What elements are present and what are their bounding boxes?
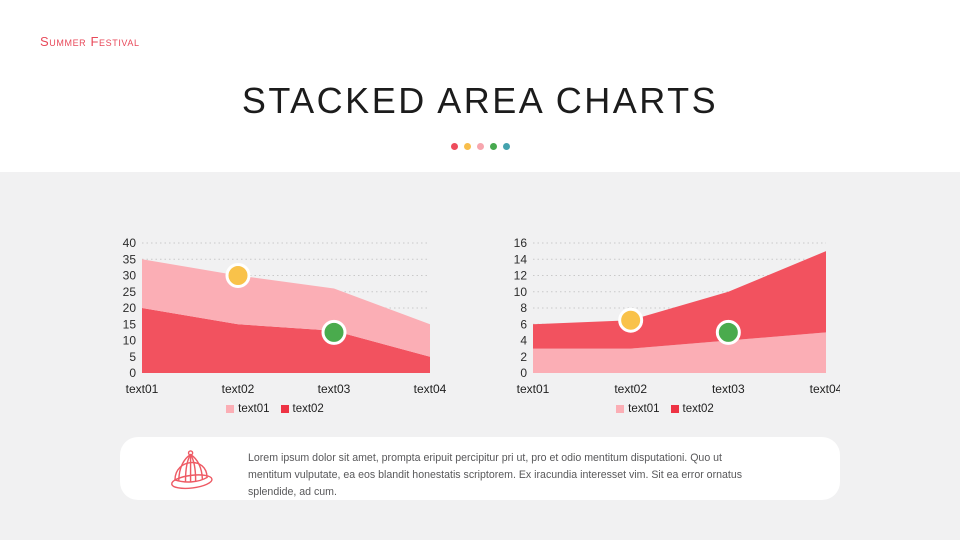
legend-swatch <box>670 405 679 413</box>
legend-item: text01 <box>616 403 660 415</box>
x-axis-label: text03 <box>712 382 745 396</box>
y-axis-tick-label: 6 <box>520 317 527 331</box>
marker-circle <box>321 319 347 345</box>
y-axis-tick-label: 4 <box>520 334 527 348</box>
x-axis-label: text02 <box>614 382 647 396</box>
area-series-text01 <box>533 332 826 373</box>
x-axis-label: text04 <box>414 382 447 396</box>
page-title: STACKED AREA CHARTS <box>241 80 719 121</box>
y-axis-tick-label: 10 <box>123 334 137 348</box>
y-axis-tick-label: 8 <box>520 301 527 315</box>
y-axis-tick-label: 14 <box>514 252 528 266</box>
marker-circle <box>618 307 644 333</box>
x-axis-label: text01 <box>517 382 550 396</box>
y-axis-tick-label: 0 <box>129 366 136 380</box>
x-axis-label: text03 <box>318 382 351 396</box>
footer-note-text: Lorem ipsum dolor sit amet, prompta erip… <box>248 452 743 498</box>
accent-dot <box>502 143 510 150</box>
legend-item: text01 <box>226 403 270 415</box>
legend-label: text01 <box>628 403 660 415</box>
y-axis-tick-label: 0 <box>520 366 527 380</box>
accent-dot <box>450 143 458 150</box>
marker-circle <box>225 263 251 288</box>
accent-dot <box>476 143 484 150</box>
left-chart-legend: text01 text02 <box>100 403 450 415</box>
legend-label: text02 <box>292 403 324 415</box>
y-axis-tick-label: 2 <box>520 350 527 364</box>
y-axis-tick-label: 5 <box>129 350 136 364</box>
x-axis-label: text02 <box>222 382 255 396</box>
x-axis-label: text01 <box>126 382 159 396</box>
y-axis-tick-label: 30 <box>123 269 137 283</box>
marker-circle <box>715 319 741 345</box>
legend-label: text02 <box>682 403 714 415</box>
x-axis-label: text04 <box>810 382 840 396</box>
y-axis-tick-label: 16 <box>514 236 528 250</box>
title-accent-dots <box>0 143 960 150</box>
footer-note-card: Lorem ipsum dolor sit amet, prompta erip… <box>120 437 840 500</box>
legend-swatch <box>280 405 289 413</box>
y-axis-tick-label: 25 <box>123 285 137 299</box>
y-axis-tick-label: 40 <box>123 236 137 250</box>
y-axis-tick-label: 12 <box>514 269 528 283</box>
y-axis-tick-label: 35 <box>123 252 137 266</box>
y-axis-tick-label: 10 <box>514 285 528 299</box>
legend-item: text02 <box>280 403 324 415</box>
y-axis-tick-label: 20 <box>123 301 137 315</box>
area-series-text02 <box>533 251 826 349</box>
legend-swatch <box>616 405 625 413</box>
left-stacked-area-chart: 0 5 10 15 20 25 30 35 40 text01 text02 text03 text04 <box>123 236 447 396</box>
right-stacked-area-chart: 0 2 4 6 8 10 12 14 16 text01 text02 text03 text04 <box>514 236 840 396</box>
area-series-text01 <box>142 259 430 357</box>
area-series-text02 <box>142 308 430 373</box>
accent-dot <box>489 143 497 150</box>
right-chart-legend: text01 text02 <box>490 403 840 415</box>
legend-item: text02 <box>670 403 714 415</box>
accent-dot <box>463 143 471 150</box>
legend-swatch <box>226 405 235 413</box>
eyebrow-label: Summer Festival <box>40 34 140 49</box>
y-axis-tick-label: 15 <box>123 317 137 331</box>
summer-hat-icon <box>171 450 213 490</box>
legend-label: text01 <box>238 403 270 415</box>
